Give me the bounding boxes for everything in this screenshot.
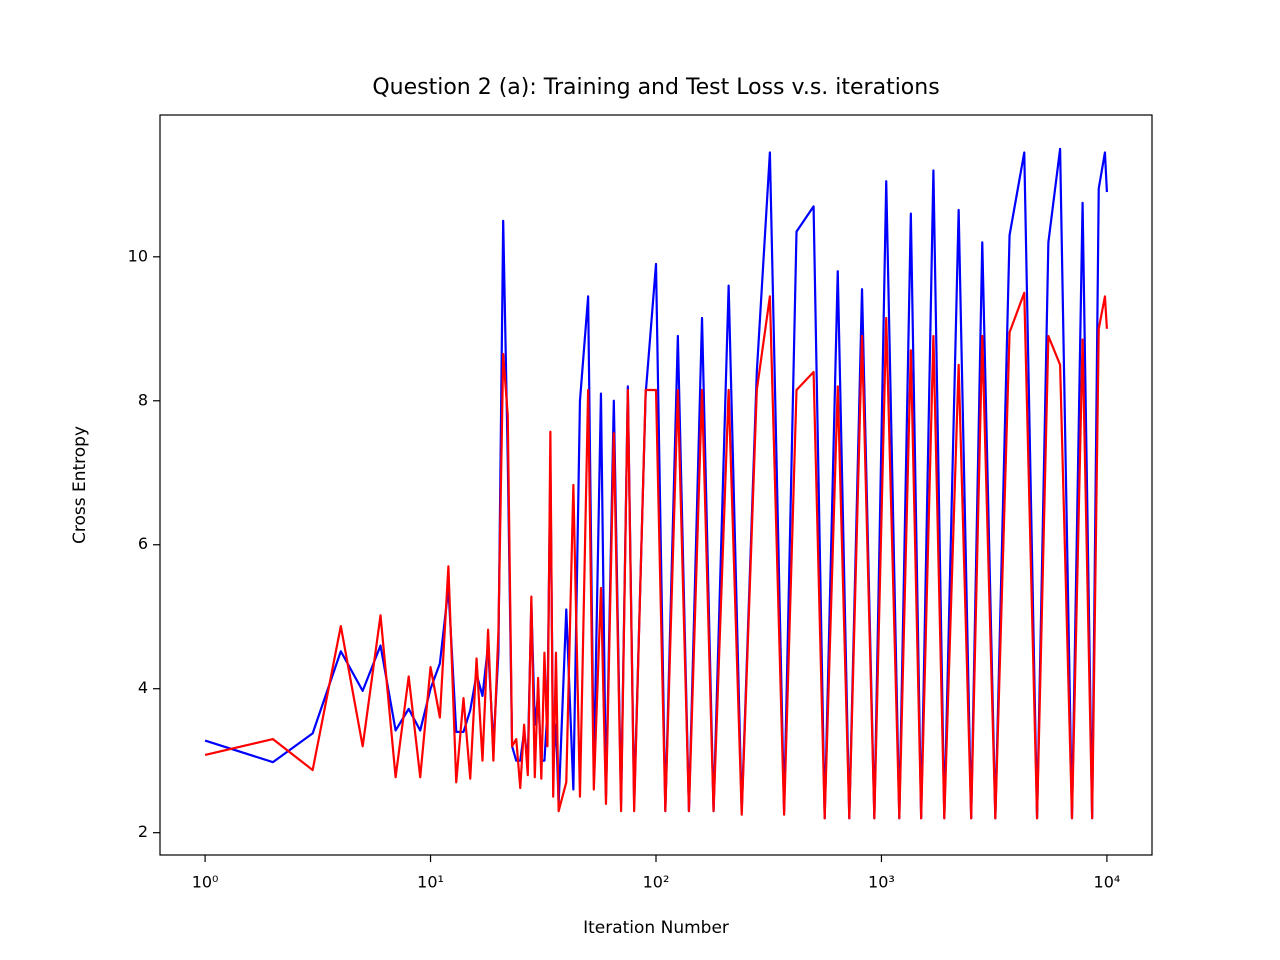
- x-axis-label: Iteration Number: [583, 918, 729, 938]
- x-tick-label: 10¹: [417, 873, 444, 892]
- axes-frame: [159, 114, 1153, 856]
- y-tick-label: 6: [138, 534, 148, 553]
- x-tick-label: 10⁴: [1094, 873, 1121, 892]
- x-tick-label: 10³: [868, 873, 895, 892]
- data-line: [204, 291, 1108, 820]
- chart-title: Question 2 (a): Training and Test Loss v…: [372, 75, 939, 100]
- x-tick-label: 10⁰: [192, 873, 219, 892]
- x-tick-label: 10²: [643, 873, 670, 892]
- y-tick-label: 2: [138, 822, 148, 841]
- y-tick-label: 4: [138, 678, 148, 697]
- y-axis-label: Cross Entropy: [70, 426, 90, 544]
- y-tick-label: 8: [138, 390, 148, 409]
- y-tick-label: 10: [128, 246, 148, 265]
